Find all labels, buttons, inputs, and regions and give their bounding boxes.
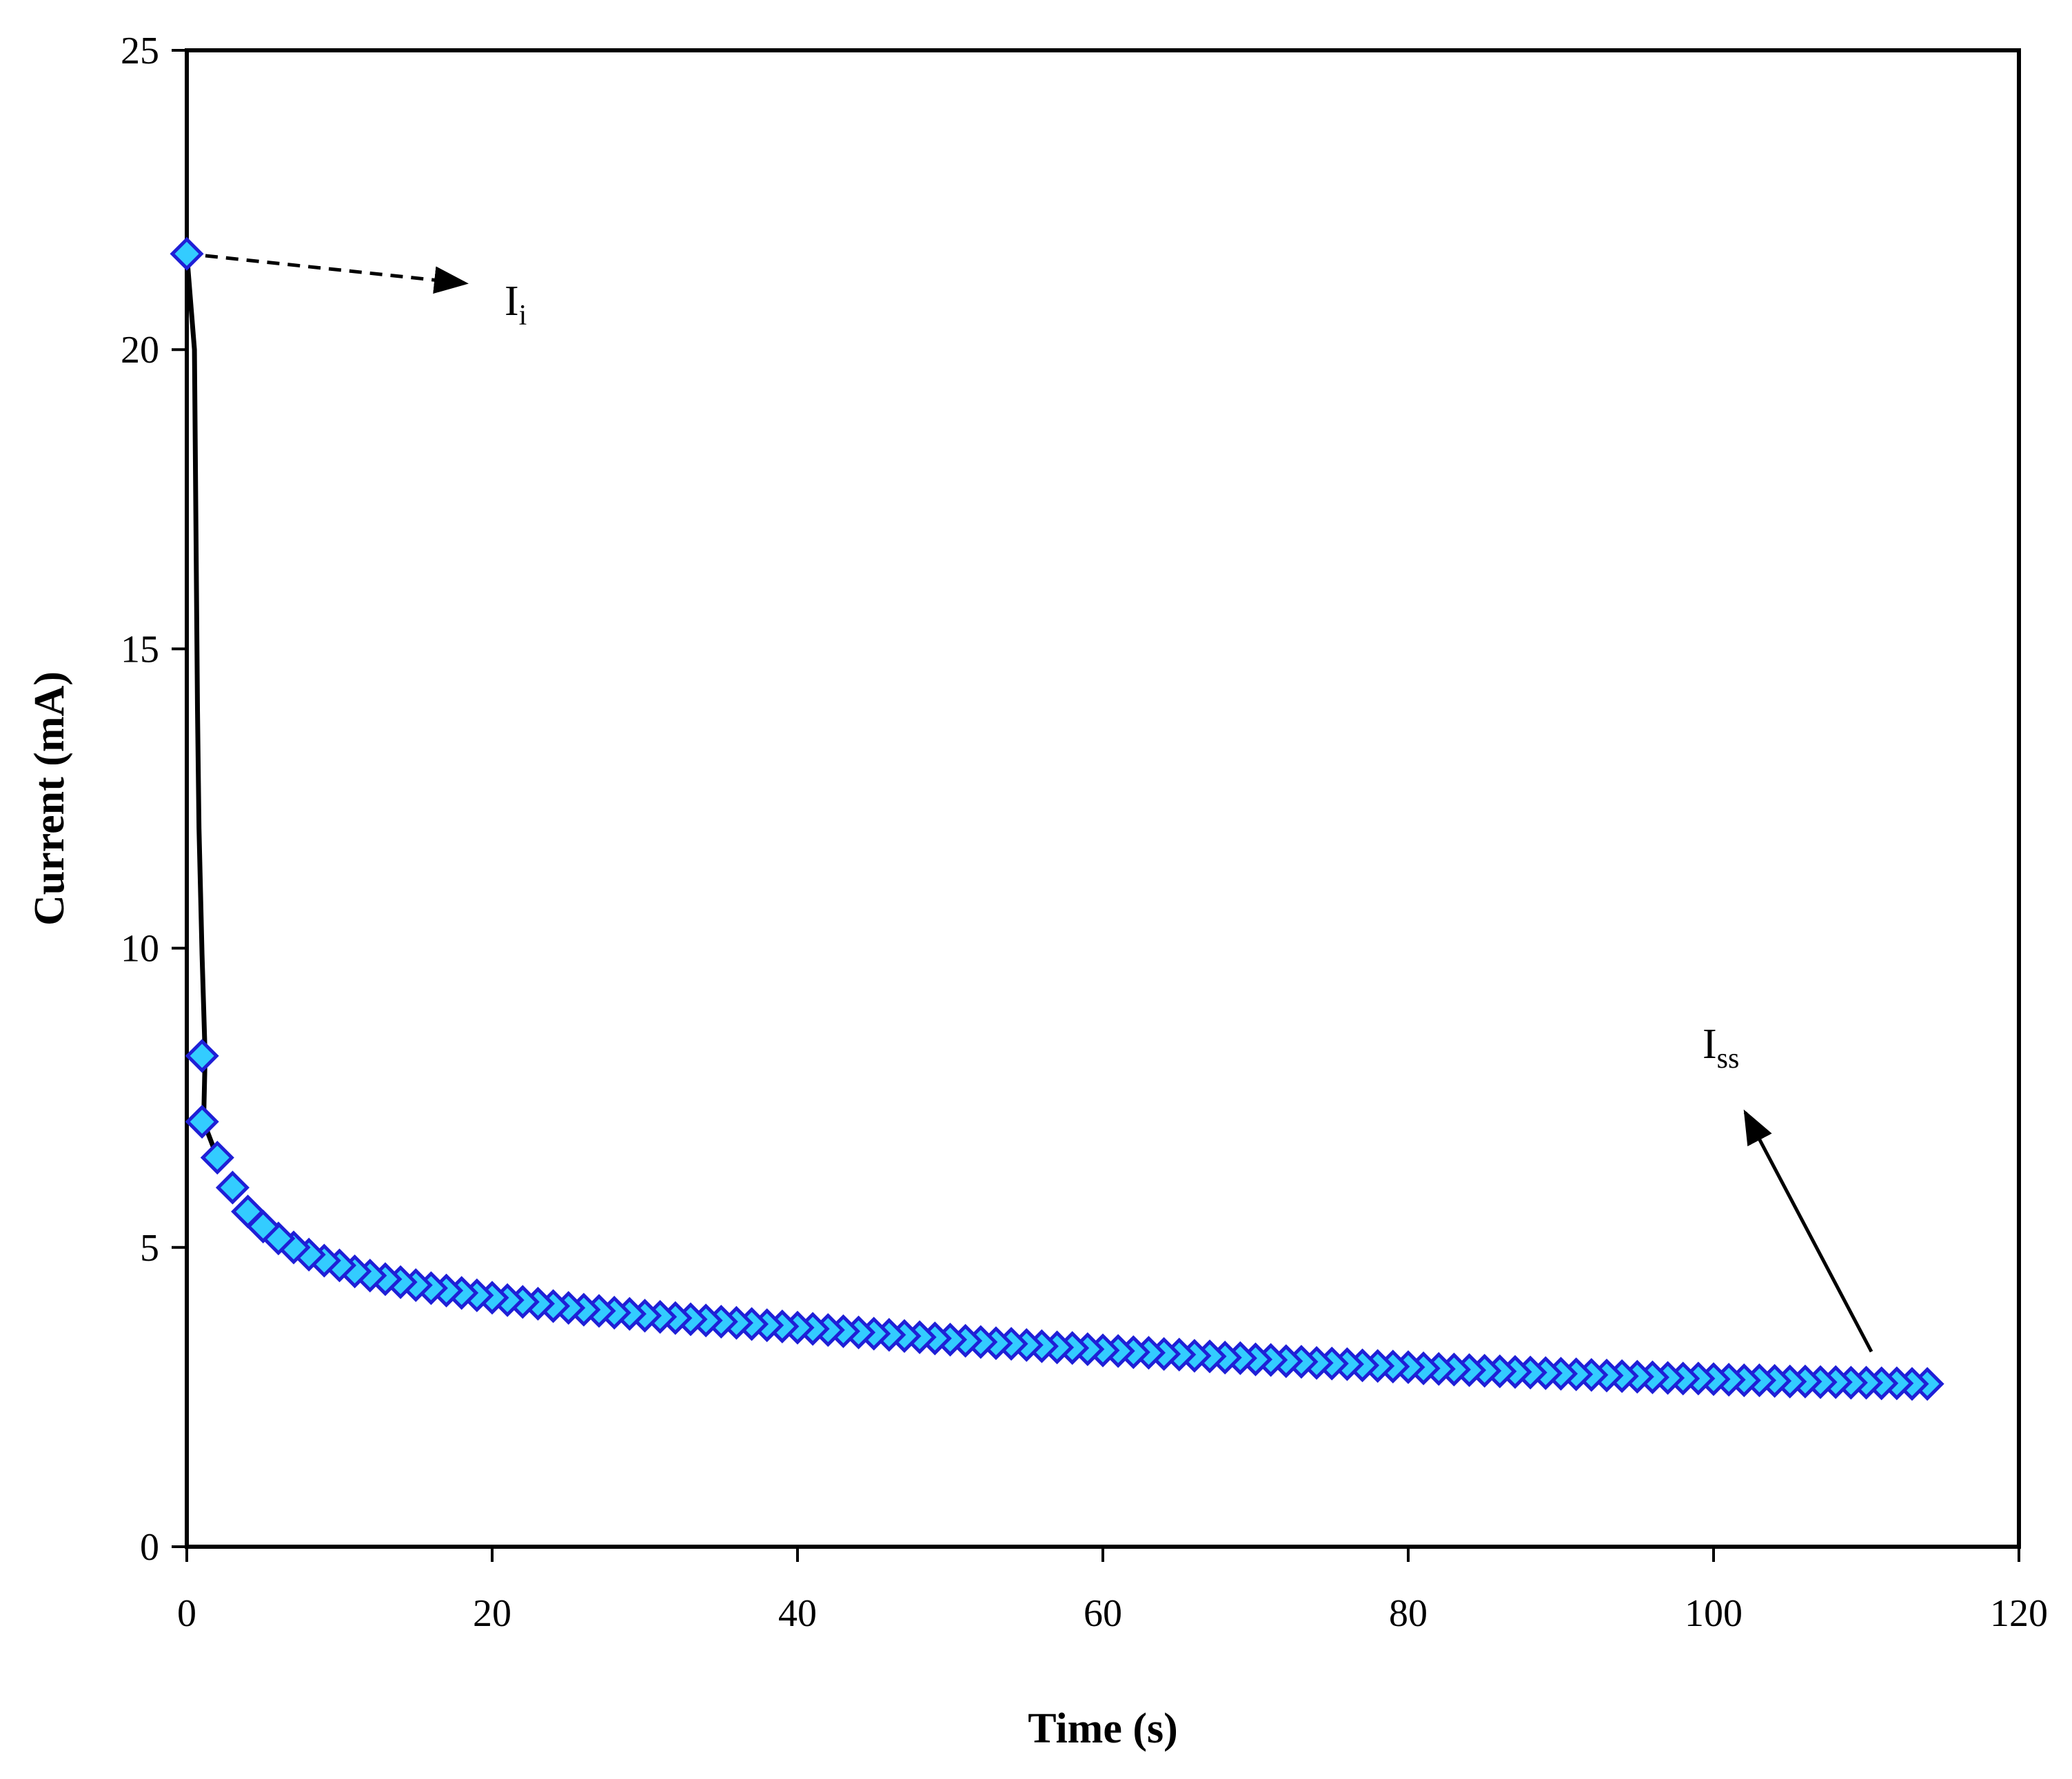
y-tick-label: 15 bbox=[121, 628, 159, 671]
x-tick-label: 80 bbox=[1389, 1592, 1428, 1635]
x-tick-label: 20 bbox=[473, 1592, 511, 1635]
x-tick-label: 100 bbox=[1685, 1592, 1743, 1635]
y-tick-label: 5 bbox=[140, 1227, 159, 1270]
plot-frame bbox=[185, 48, 2021, 1549]
y-tick-label: 0 bbox=[140, 1526, 159, 1569]
annotation-sub-iss: ss bbox=[1717, 1043, 1740, 1075]
annotation-arrow-iss bbox=[1743, 1109, 1873, 1353]
decay-line bbox=[184, 254, 220, 1159]
x-tick-label: 120 bbox=[1990, 1592, 2048, 1635]
series-markers bbox=[170, 236, 1944, 1401]
annotation-sub-ii: i bbox=[519, 300, 527, 332]
y-tick-label: 10 bbox=[121, 928, 159, 970]
y-tick-label: 20 bbox=[121, 329, 159, 372]
annotation-arrow-ii bbox=[205, 254, 469, 294]
annotations: Ii Iss bbox=[205, 254, 1873, 1353]
annotation-label-iss: Iss bbox=[1703, 1021, 1739, 1075]
series-line bbox=[184, 254, 220, 1159]
plot-area bbox=[185, 48, 2021, 1549]
data-point bbox=[170, 236, 204, 271]
data-point bbox=[185, 1039, 219, 1073]
x-axis: 0 20 40 60 80 100 120 bbox=[177, 1547, 2048, 1635]
x-tick-label: 40 bbox=[778, 1592, 817, 1635]
annotation-label-ii: Ii bbox=[505, 278, 527, 332]
y-axis-title: Current (mA) bbox=[26, 671, 73, 926]
x-tick-label: 0 bbox=[177, 1592, 196, 1635]
data-point bbox=[185, 1104, 219, 1139]
data-point bbox=[215, 1170, 250, 1205]
x-axis-title: Time (s) bbox=[1028, 1705, 1178, 1752]
x-tick-label: 60 bbox=[1084, 1592, 1122, 1635]
y-axis: 0 5 10 15 20 25 bbox=[121, 30, 187, 1569]
y-tick-label: 25 bbox=[121, 30, 159, 72]
data-point bbox=[200, 1141, 234, 1175]
data-point bbox=[231, 1195, 265, 1229]
